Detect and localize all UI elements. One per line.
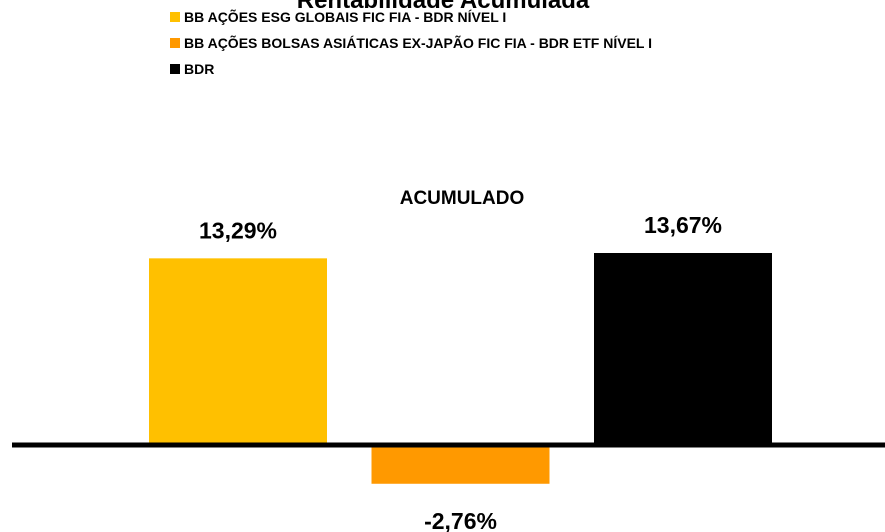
chart-title: Rentabilidade Acumulada: [297, 0, 590, 14]
legend-label: BDR: [184, 61, 214, 77]
legend-swatch: [170, 12, 180, 22]
category-label: ACUMULADO: [400, 188, 525, 209]
legend-label: BB AÇÕES ESG GLOBAIS FIC FIA - BDR NÍVEL…: [184, 8, 506, 25]
legend-swatch: [170, 38, 180, 48]
baseline: [12, 442, 885, 448]
data-label: -2,76%: [424, 508, 497, 532]
bar: [149, 258, 327, 445]
data-label: 13,29%: [199, 217, 277, 243]
bar: [371, 445, 550, 484]
data-label: 13,67%: [644, 212, 722, 238]
bar: [594, 253, 772, 445]
legend-label: BB AÇÕES BOLSAS ASIÁTICAS EX-JAPÃO FIC F…: [184, 34, 652, 51]
legend-swatch: [170, 64, 180, 74]
